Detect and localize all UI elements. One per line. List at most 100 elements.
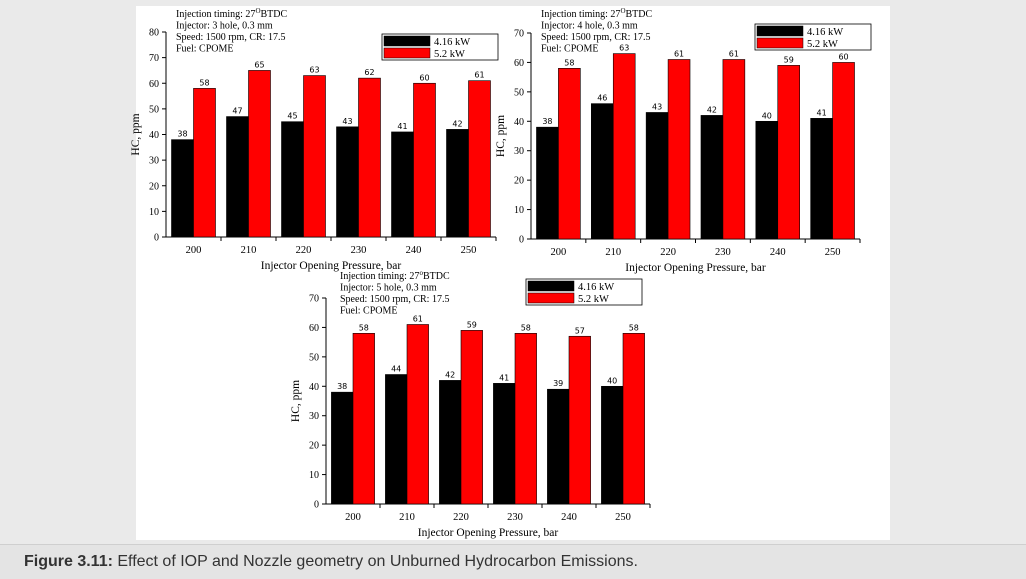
x-tick-label: 210 [399, 512, 415, 523]
bar-value-label: 61 [729, 49, 739, 58]
axes: 0 10 20 30 40 50 60 70 200 210 220 230 240 250 Injecto… [495, 29, 861, 274]
bar-value-label: 58 [359, 323, 369, 332]
y-tick-label: 20 [149, 181, 159, 192]
bar-4-16-kw-250 [446, 129, 469, 238]
y-tick-label: 10 [149, 207, 159, 218]
y-tick-label: 70 [514, 29, 524, 40]
bar-5-2-kw-210 [612, 53, 636, 240]
bar-4-16-kw-200 [171, 139, 194, 238]
bar-5-2-kw-210 [248, 70, 271, 238]
bar-value-label: 59 [467, 320, 477, 329]
y-tick-label: 40 [309, 382, 319, 393]
x-axis-title: Injector Opening Pressure, bar [625, 262, 766, 274]
x-axis-title: Injector Opening Pressure, bar [418, 527, 559, 539]
x-tick-label: 200 [186, 245, 202, 256]
bar-value-label: 42 [707, 105, 717, 114]
annotation-line: Fuel: CPOME [541, 44, 599, 55]
bar-4-16-kw-240 [547, 388, 570, 505]
bar-4-16-kw-230 [493, 383, 516, 505]
bar-value-label: 59 [784, 55, 794, 64]
y-tick-label: 20 [309, 441, 319, 452]
injection-timing-label: Injection timing: 27OBTDC [541, 7, 653, 20]
bar-value-label: 57 [575, 326, 585, 335]
y-tick-label: 10 [514, 205, 524, 216]
bar-4-16-kw-210 [226, 116, 249, 238]
x-tick-label: 220 [453, 512, 469, 523]
x-tick-label: 250 [825, 247, 841, 258]
bar-5-2-kw-220 [303, 75, 326, 238]
bar-5-2-kw-240 [568, 335, 591, 505]
x-axis-title: Injector Opening Pressure, bar [261, 260, 402, 272]
x-tick-label: 230 [715, 247, 731, 258]
bar-value-label: 41 [397, 122, 407, 131]
x-tick-label: 240 [406, 245, 422, 256]
bar-value-label: 65 [254, 60, 264, 69]
bar-value-label: 45 [287, 112, 297, 121]
bar-value-label: 60 [419, 73, 429, 82]
bar-4-16-kw-200 [331, 391, 354, 505]
y-tick-label: 0 [314, 500, 319, 511]
y-axis-title: HC, ppm [290, 380, 302, 422]
figure-caption: Figure 3.11: Effect of IOP and Nozzle ge… [0, 544, 1026, 579]
bar-4-16-kw-240 [391, 131, 414, 238]
y-axis-title: HC, ppm [130, 113, 142, 155]
axes: 0 10 20 30 40 50 60 70 200 210 220 230 240 250 Injecto… [290, 294, 651, 539]
bar-value-label: 58 [564, 58, 574, 67]
legend-swatch-4-16-kw [527, 280, 575, 292]
bar-value-label: 40 [762, 111, 772, 120]
legend-swatch-4-16-kw [383, 35, 431, 47]
x-tick-label: 200 [345, 512, 361, 523]
y-tick-label: 60 [309, 323, 319, 334]
bar-5-2-kw-230 [514, 333, 537, 505]
chart-4-hole: 0 10 20 30 40 50 60 70 200 210 220 230 240 250 Injecto… [495, 7, 872, 274]
y-tick-label: 40 [514, 117, 524, 128]
y-tick-label: 50 [149, 104, 159, 115]
bar-value-label: 44 [391, 365, 401, 374]
x-tick-label: 240 [770, 247, 786, 258]
x-tick-label: 240 [561, 512, 577, 523]
x-tick-label: 210 [241, 245, 257, 256]
x-tick-label: 220 [296, 245, 312, 256]
bar-value-label: 61 [413, 314, 423, 323]
bar-value-label: 43 [652, 102, 662, 111]
bar-4-16-kw-250 [601, 385, 624, 505]
legend-label: 5.2 kW [434, 49, 465, 60]
bar-4-16-kw-240 [755, 120, 779, 240]
bar-value-label: 42 [445, 370, 455, 379]
y-tick-label: 0 [519, 235, 524, 246]
legend-label: 4.16 kW [434, 37, 470, 48]
legend: 4.16 kW5.2 kW [381, 33, 499, 61]
bar-5-2-kw-200 [352, 333, 375, 505]
x-tick-label: 210 [605, 247, 621, 258]
bar-4-16-kw-220 [645, 112, 669, 240]
bar-5-2-kw-210 [406, 324, 429, 505]
bar-5-2-kw-250 [832, 62, 855, 240]
bar-4-16-kw-230 [336, 126, 359, 238]
chart-3-hole: 0 10 20 30 40 50 60 70 80 200 210 220 230 240 250 Injec… [130, 7, 499, 272]
legend-swatch-4-16-kw [756, 25, 804, 37]
y-tick-label: 40 [149, 130, 159, 141]
bar-5-2-kw-230 [358, 77, 381, 238]
bar-value-label: 47 [232, 107, 242, 116]
bar-value-label: 58 [521, 323, 531, 332]
bar-4-16-kw-230 [700, 115, 724, 240]
bar-value-label: 62 [364, 68, 374, 77]
bar-4-16-kw-210 [385, 374, 408, 505]
y-tick-label: 60 [514, 58, 524, 69]
bar-value-label: 63 [309, 66, 319, 75]
y-tick-label: 80 [149, 28, 159, 39]
y-tick-label: 50 [514, 87, 524, 98]
bar-value-label: 38 [177, 130, 187, 139]
x-tick-label: 200 [551, 247, 567, 258]
legend-label: 5.2 kW [807, 39, 838, 50]
bar-5-2-kw-250 [468, 80, 491, 238]
legend-swatch-5-2-kw [527, 292, 575, 304]
bar-value-label: 63 [619, 44, 629, 53]
bar-value-label: 40 [607, 376, 617, 385]
legend-label: 4.16 kW [807, 27, 843, 38]
bar-4-16-kw-210 [591, 103, 614, 240]
legend-label: 4.16 kW [578, 282, 614, 293]
y-tick-label: 70 [149, 53, 159, 64]
